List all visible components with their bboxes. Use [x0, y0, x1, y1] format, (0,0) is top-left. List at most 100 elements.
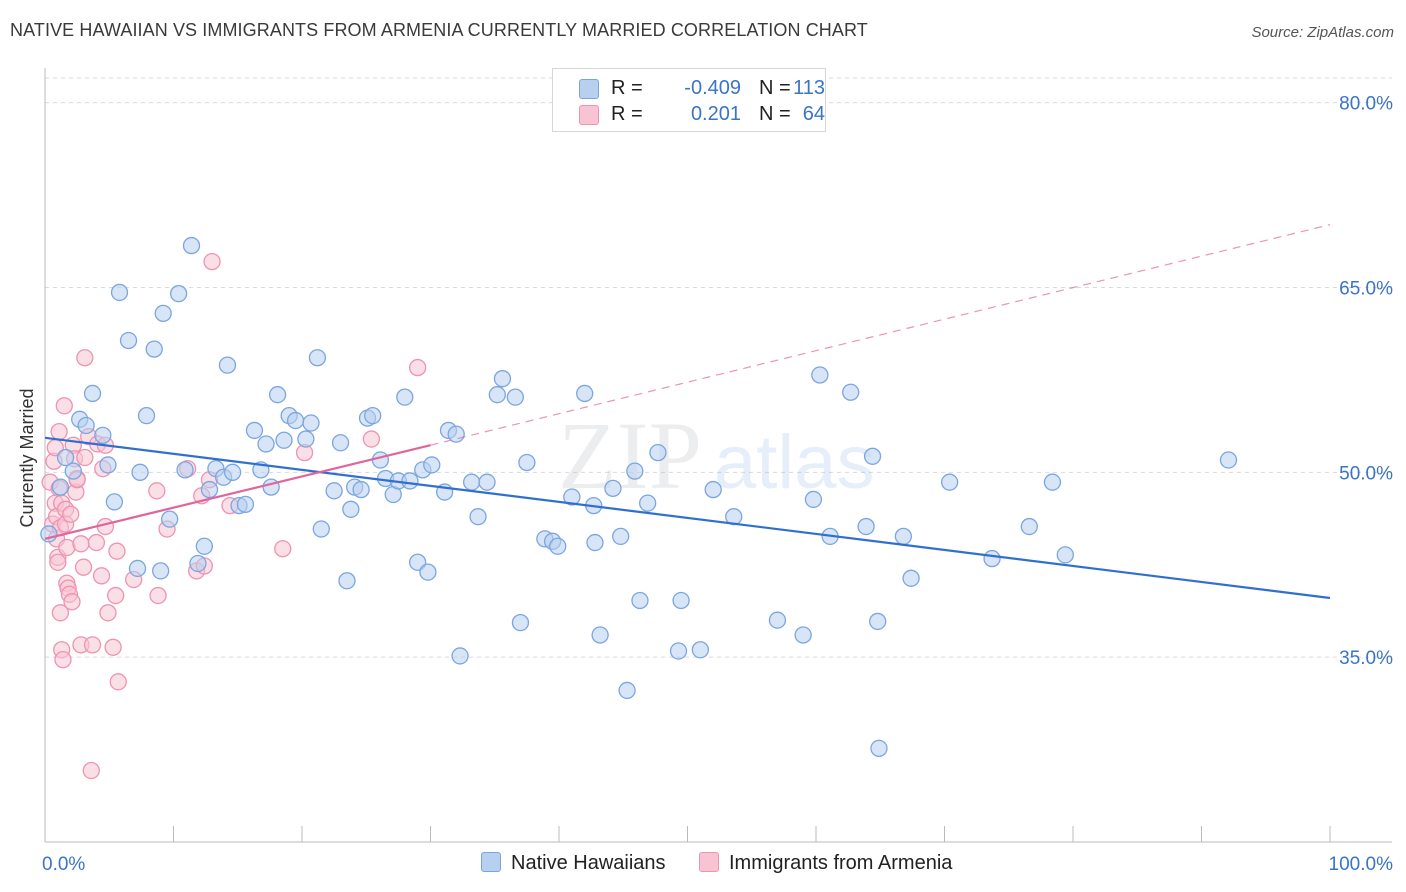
blue-point: [672, 591, 690, 610]
blue-point: [352, 480, 370, 499]
legend-swatch-pink: [699, 852, 719, 872]
blue-point: [604, 479, 622, 497]
pink-series: [41, 252, 427, 780]
legend-item-immigrants-armenia[interactable]: Immigrants from Armenia: [699, 852, 952, 875]
blue-point: [154, 304, 172, 323]
blue-point: [451, 647, 469, 665]
blue-point: [869, 612, 887, 631]
y-tick-label: 65.0%: [1339, 278, 1393, 299]
blue-point: [804, 490, 823, 509]
legend-item-native-hawaiians[interactable]: Native Hawaiians: [481, 852, 666, 875]
y-axis-label: Currently Married: [17, 388, 37, 527]
legend-swatch-blue: [579, 79, 599, 99]
legend-swatch-blue: [481, 852, 501, 872]
blue-point: [151, 562, 170, 580]
blue-point: [275, 431, 293, 449]
pink-point: [104, 638, 122, 656]
legend-n-label: N =: [759, 77, 791, 99]
pink-point: [108, 542, 126, 560]
blue-point: [639, 494, 657, 512]
blue-point: [182, 236, 201, 255]
blue-point: [768, 611, 787, 629]
blue-point: [56, 448, 75, 467]
blue-point: [160, 510, 179, 528]
blue-point: [325, 482, 343, 500]
legend-r-label: R =: [611, 103, 643, 125]
pink-point: [274, 540, 292, 558]
pink-point: [99, 604, 117, 622]
legend-label-blue: Native Hawaiians: [511, 852, 666, 874]
pink-point: [54, 650, 72, 669]
pink-point: [58, 538, 76, 557]
blue-point: [51, 478, 70, 496]
blue-point: [857, 517, 875, 536]
blue-point: [218, 356, 237, 374]
blue-point: [863, 447, 882, 465]
blue-point: [419, 563, 437, 581]
blue-point: [902, 569, 920, 587]
blue-point: [145, 340, 163, 358]
blue-point: [371, 451, 390, 469]
blue-point: [364, 406, 382, 425]
legend-r-value: -0.409: [684, 77, 741, 99]
chart-title: NATIVE HAWAIIAN VS IMMIGRANTS FROM ARMEN…: [10, 20, 868, 40]
pink-point: [362, 430, 381, 448]
blue-point: [40, 525, 58, 543]
blue-point: [669, 642, 688, 660]
blue-point: [331, 434, 350, 452]
legend-r-label: R =: [611, 77, 643, 99]
blue-point: [257, 435, 275, 453]
blue-point: [302, 414, 320, 432]
blue-point: [308, 349, 327, 367]
y-tick-label: 80.0%: [1339, 94, 1393, 115]
pink-point: [148, 482, 166, 500]
blue-point: [176, 461, 194, 479]
blue-point: [563, 488, 581, 506]
blue-point: [488, 386, 506, 404]
pink-point: [50, 423, 68, 441]
blue-point: [794, 626, 812, 644]
blue-point: [478, 473, 496, 491]
x-tick-label-min: 0.0%: [42, 854, 85, 875]
blue-point: [195, 537, 213, 555]
pink-point: [49, 553, 67, 571]
pink-point: [203, 252, 221, 271]
blue-point: [518, 453, 536, 472]
blue-point: [83, 384, 102, 403]
pink-point: [63, 593, 81, 611]
blue-point: [576, 384, 594, 403]
pink-point: [51, 604, 70, 622]
watermark-zip: ZIP: [558, 402, 702, 509]
blue-point: [983, 549, 1001, 568]
blue-point: [940, 473, 959, 491]
blue-point: [626, 462, 644, 480]
blue-point: [128, 559, 147, 578]
blue-trend-line: [44, 436, 1331, 600]
blue-point: [286, 411, 305, 430]
blue-point: [236, 495, 255, 514]
blue-point: [64, 462, 82, 480]
blue-point: [586, 533, 604, 552]
blue-point: [649, 443, 667, 462]
blue-point: [1043, 473, 1062, 491]
blue-point: [811, 366, 829, 384]
blue-point: [618, 681, 636, 700]
blue-point: [691, 641, 709, 659]
blue-point: [119, 331, 138, 350]
legend-n-label: N =: [759, 103, 791, 125]
legend-label-pink: Immigrants from Armenia: [729, 852, 953, 874]
pink-point: [82, 761, 100, 780]
watermark: ZIP atlas: [558, 402, 875, 509]
blue-point: [105, 493, 124, 511]
pink-point: [74, 558, 93, 576]
blue-point: [245, 421, 264, 440]
y-tick-label: 50.0%: [1339, 463, 1393, 484]
pink-point: [55, 397, 73, 415]
blue-point: [200, 480, 219, 499]
legend-swatch-pink: [579, 105, 599, 125]
blue-point: [1219, 451, 1238, 469]
blue-point: [1020, 517, 1038, 536]
legend-r-value: 0.201: [690, 103, 741, 125]
pink-point: [109, 673, 127, 691]
